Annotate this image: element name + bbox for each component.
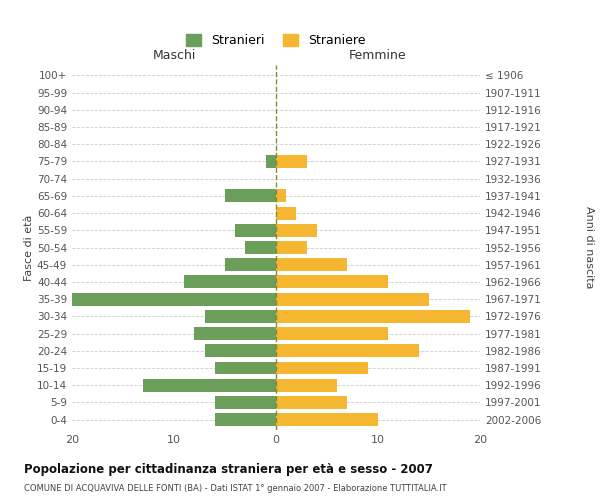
Bar bbox=[225, 190, 276, 202]
Bar bbox=[276, 413, 378, 426]
Bar bbox=[215, 362, 276, 374]
Bar bbox=[194, 327, 276, 340]
Bar bbox=[276, 190, 286, 202]
Bar bbox=[276, 276, 388, 288]
Bar bbox=[276, 155, 307, 168]
Bar bbox=[276, 224, 317, 236]
Bar bbox=[143, 379, 276, 392]
Bar bbox=[266, 155, 276, 168]
Bar bbox=[184, 276, 276, 288]
Y-axis label: Anni di nascita: Anni di nascita bbox=[584, 206, 595, 289]
Bar bbox=[235, 224, 276, 236]
Bar bbox=[276, 292, 429, 306]
Bar bbox=[276, 362, 368, 374]
Text: COMUNE DI ACQUAVIVA DELLE FONTI (BA) - Dati ISTAT 1° gennaio 2007 - Elaborazione: COMUNE DI ACQUAVIVA DELLE FONTI (BA) - D… bbox=[24, 484, 446, 493]
Text: Maschi: Maschi bbox=[152, 48, 196, 62]
Bar bbox=[205, 344, 276, 358]
Text: Femmine: Femmine bbox=[349, 48, 407, 62]
Bar bbox=[245, 241, 276, 254]
Bar bbox=[276, 327, 388, 340]
Bar bbox=[276, 396, 347, 409]
Legend: Stranieri, Straniere: Stranieri, Straniere bbox=[181, 30, 371, 52]
Bar bbox=[276, 344, 419, 358]
Bar bbox=[215, 413, 276, 426]
Bar bbox=[215, 396, 276, 409]
Text: Popolazione per cittadinanza straniera per età e sesso - 2007: Popolazione per cittadinanza straniera p… bbox=[24, 462, 433, 475]
Bar bbox=[225, 258, 276, 271]
Bar bbox=[72, 292, 276, 306]
Bar bbox=[276, 258, 347, 271]
Bar bbox=[276, 241, 307, 254]
Bar bbox=[276, 379, 337, 392]
Bar bbox=[276, 310, 470, 323]
Y-axis label: Fasce di età: Fasce di età bbox=[24, 214, 34, 280]
Bar bbox=[205, 310, 276, 323]
Bar bbox=[276, 206, 296, 220]
